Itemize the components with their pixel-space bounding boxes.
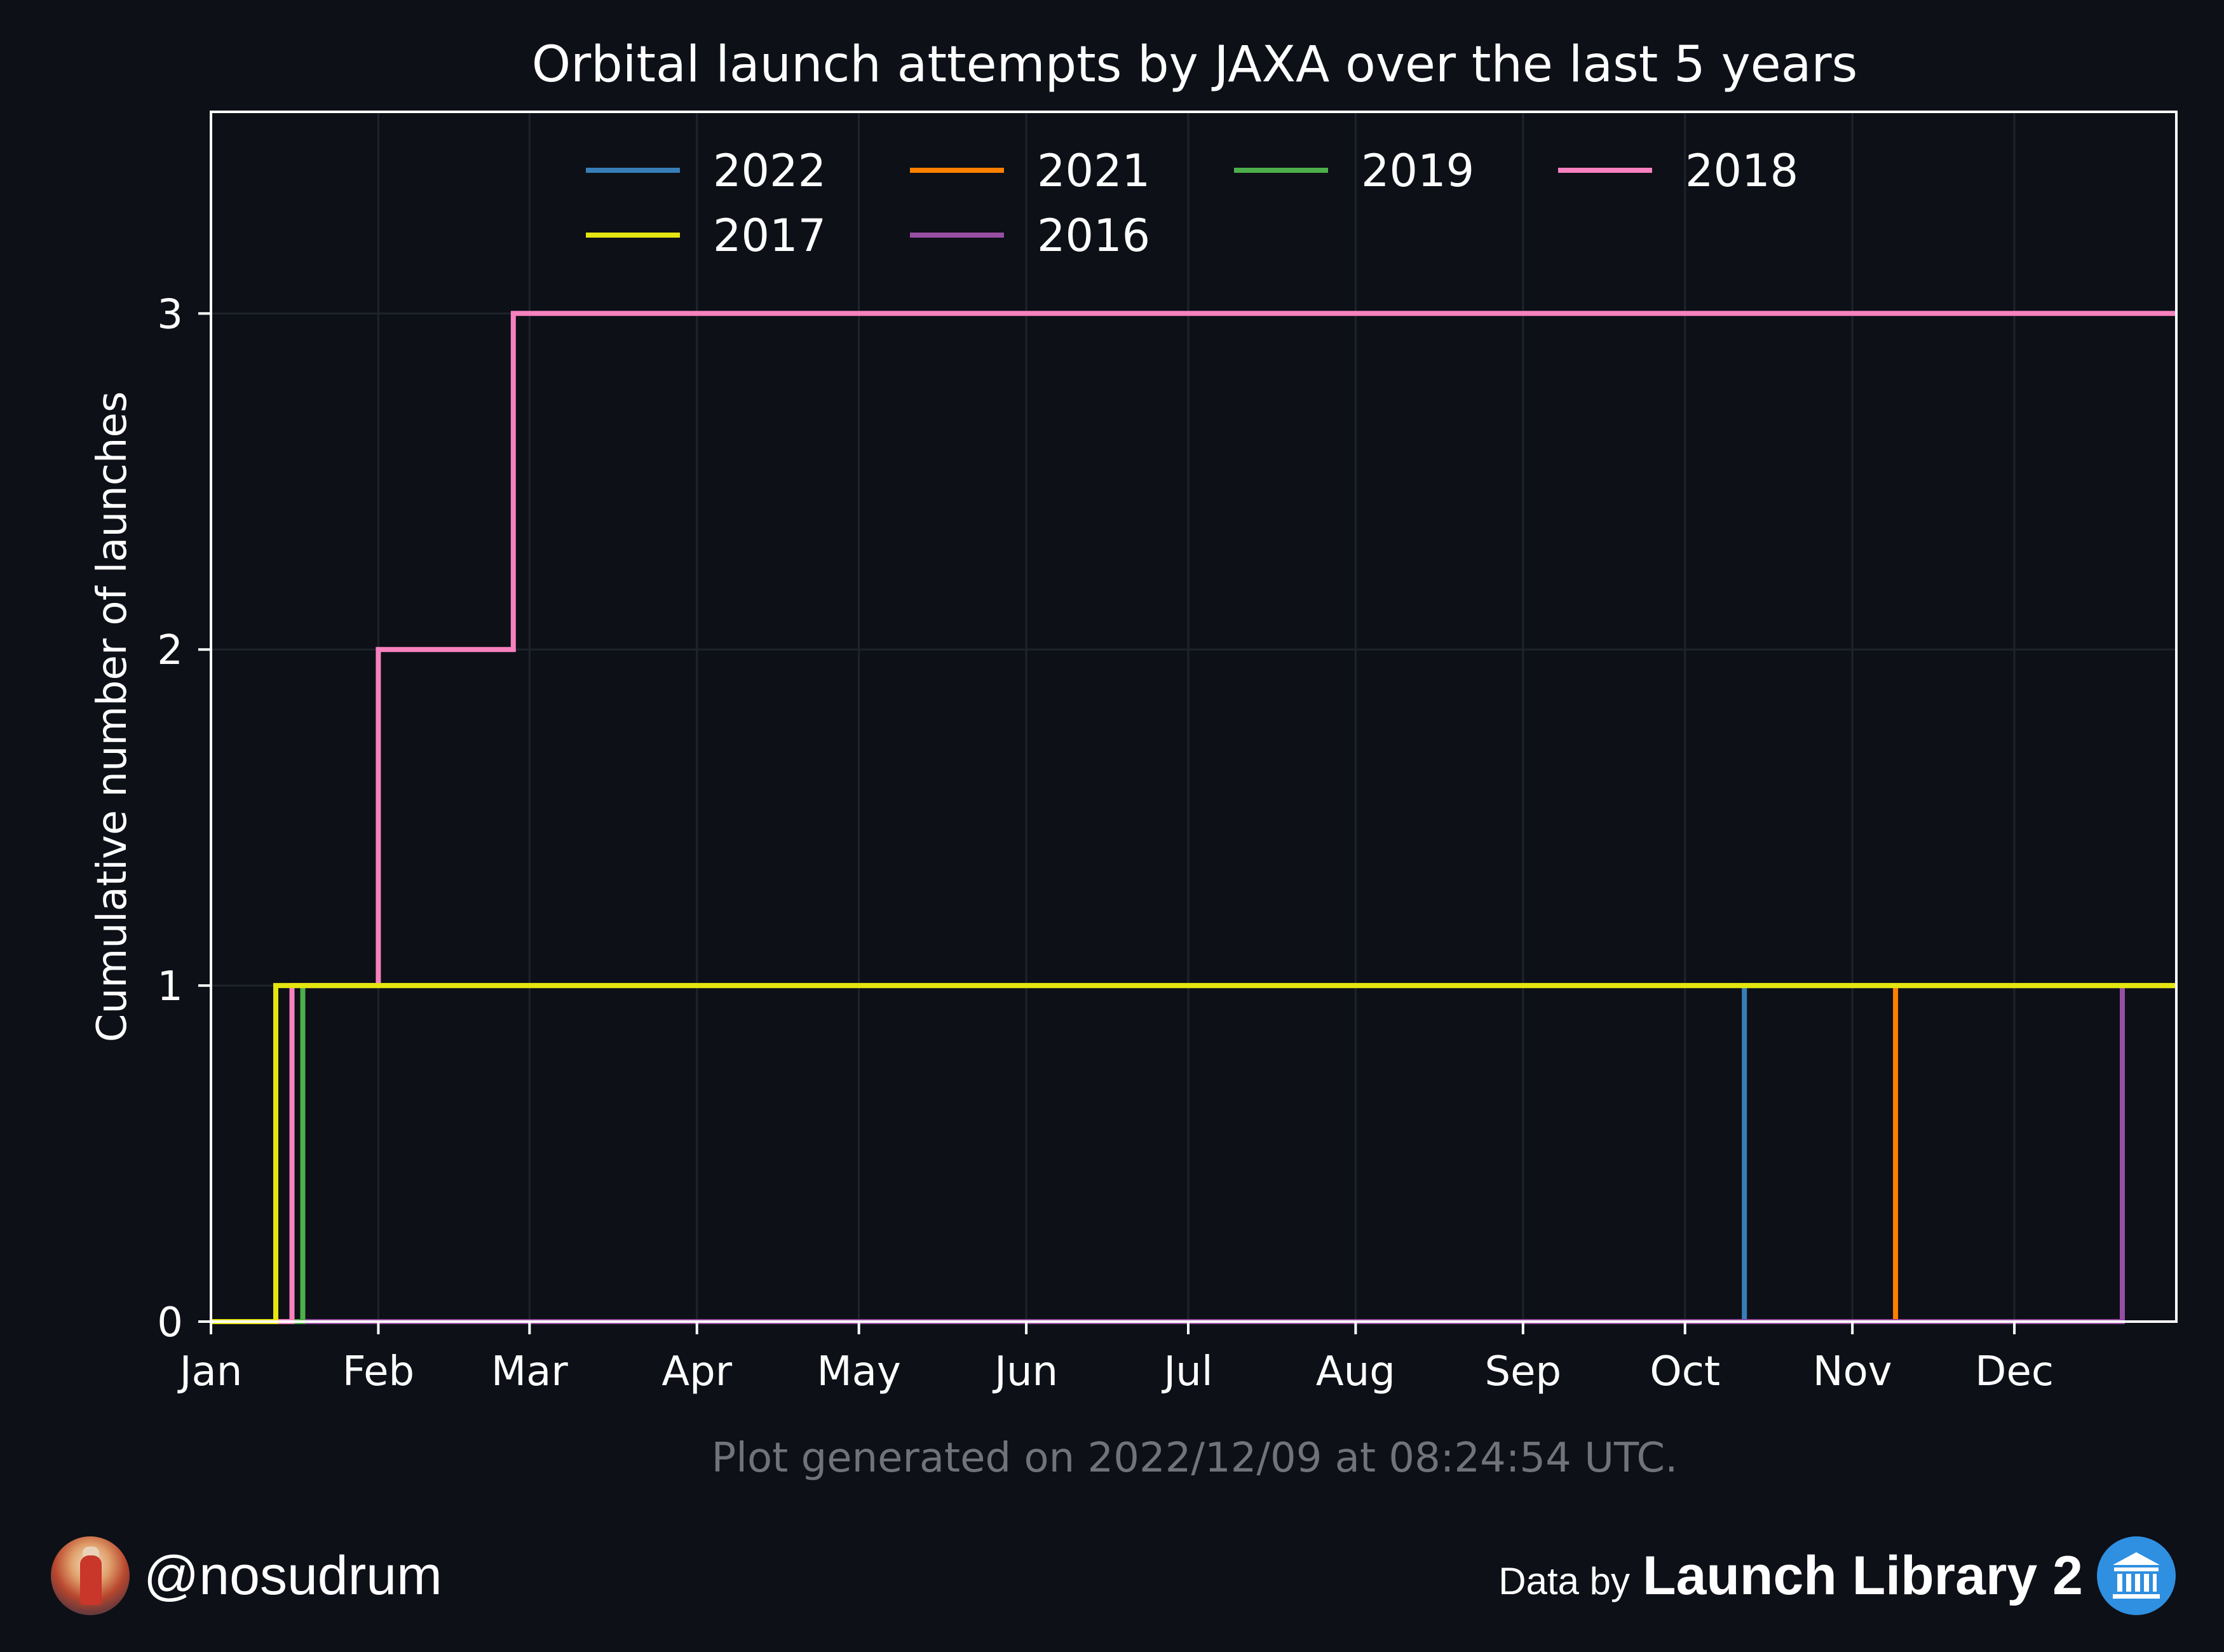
y-tick-label: 1 — [157, 963, 183, 1010]
legend-label-2016: 2016 — [1037, 210, 1150, 262]
x-tick-label: Jun — [992, 1348, 1058, 1395]
x-tick-label: Feb — [342, 1348, 414, 1395]
data-credit: Data by Launch Library 2 — [1498, 1536, 2176, 1615]
x-tick-label: May — [817, 1348, 901, 1395]
x-tick-label: Dec — [1975, 1348, 2054, 1395]
author-handle: @nosudrum — [144, 1545, 442, 1606]
legend-label-2021: 2021 — [1037, 145, 1150, 197]
axis-ticks: Jan Feb Mar Apr May Jun Jul Aug Sep Oct Nov Dec 0 1 2 3 — [157, 291, 2054, 1395]
y-tick-label: 3 — [157, 291, 183, 338]
brand-name: Launch Library 2 — [1643, 1545, 2083, 1606]
legend-label-2022: 2022 — [713, 145, 826, 197]
author-credit: @nosudrum — [51, 1536, 442, 1615]
generated-note: Plot generated on 2022/12/09 at 08:24:54… — [712, 1435, 1678, 1482]
plot-area — [211, 112, 2176, 1322]
x-tick-label: Oct — [1650, 1348, 1720, 1395]
data-by-label: Data by — [1498, 1559, 1631, 1602]
y-axis-label: Cumulative number of launches — [89, 391, 136, 1042]
legend-label-2017: 2017 — [713, 210, 826, 262]
x-tick-label: Sep — [1485, 1348, 1562, 1395]
x-tick-label: Jan — [177, 1348, 243, 1395]
x-tick-label: Aug — [1316, 1348, 1395, 1395]
legend-label-2018: 2018 — [1685, 145, 1798, 197]
x-tick-label: Apr — [661, 1348, 732, 1395]
plot-frame — [210, 111, 2178, 1323]
series-line-2018 — [211, 311, 2176, 1324]
astronaut-avatar — [51, 1536, 130, 1615]
museum-icon — [2097, 1536, 2176, 1615]
x-tick-label: Mar — [491, 1348, 568, 1395]
chart-title: Orbital launch attempts by JAXA over the… — [532, 36, 1858, 93]
legend: 2022 2021 2019 2018 2017 2016 — [586, 145, 1798, 262]
x-tick-label: Nov — [1813, 1348, 1892, 1395]
y-tick-label: 2 — [157, 627, 183, 674]
x-tick-label: Jul — [1161, 1348, 1212, 1395]
y-tick-label: 0 — [157, 1299, 183, 1346]
legend-label-2019: 2019 — [1361, 145, 1474, 197]
